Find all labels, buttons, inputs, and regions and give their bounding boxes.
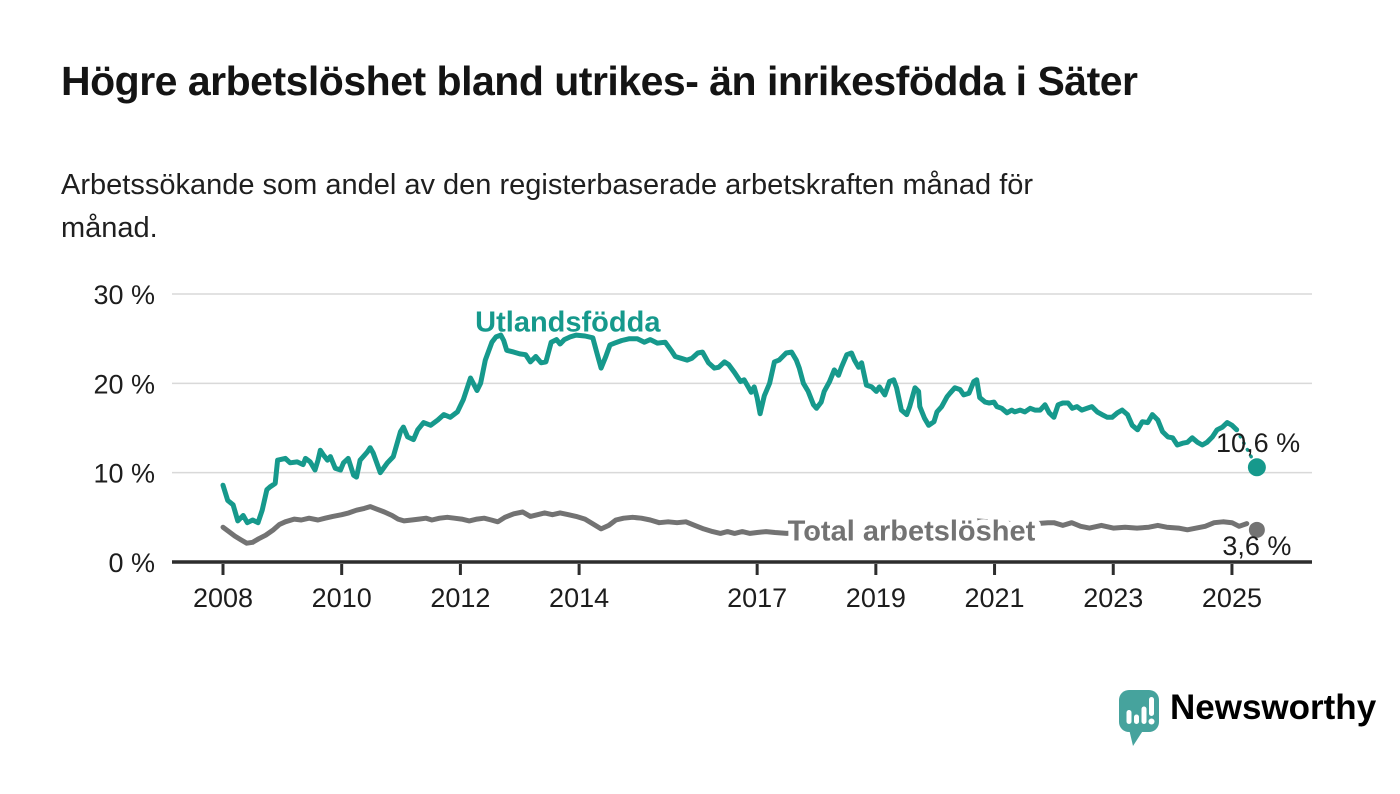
x-axis-label-2010: 2010 xyxy=(312,583,372,613)
x-axis-label-2008: 2008 xyxy=(193,583,253,613)
y-axis-label-20: 20 % xyxy=(93,369,155,399)
end-value-label-utlandsfodda: 10,6 % xyxy=(1216,428,1300,458)
newsworthy-speech-bubble-chart-icon xyxy=(1119,690,1159,746)
end-dot-utlandsfodda xyxy=(1247,458,1266,477)
end-dot-total xyxy=(1248,521,1265,538)
series-line-utlandsfodda xyxy=(220,332,1240,526)
end-value-label-total: 3,6 % xyxy=(1222,531,1291,561)
x-axis-label-2014: 2014 xyxy=(549,583,609,613)
y-axis-label-10: 10 % xyxy=(93,459,155,489)
newsworthy-brand: Newsworthy xyxy=(1118,685,1378,755)
end-connector-utlandsfodda xyxy=(1234,428,1259,470)
chart-subtitle-line1: Arbetssökande som andel av den registerb… xyxy=(61,169,1034,201)
y-axis-label-30: 30 % xyxy=(93,280,155,310)
series-label-utlandsfodda: Utlandsfödda xyxy=(475,307,661,339)
x-axis-label-2019: 2019 xyxy=(846,583,906,613)
newsworthy-wordmark: Newsworthy xyxy=(1170,688,1377,727)
x-axis-label-2025: 2025 xyxy=(1202,583,1262,613)
series-label-total: Total arbetslöshet xyxy=(788,516,1036,548)
x-axis-label-2023: 2023 xyxy=(1083,583,1143,613)
chart-subtitle-line2: månad. xyxy=(61,212,158,244)
x-axis-label-2012: 2012 xyxy=(430,583,490,613)
page-title: Högre arbetslöshet bland utrikes- än inr… xyxy=(61,58,1138,104)
x-axis-label-2021: 2021 xyxy=(965,583,1025,613)
x-axis-label-2017: 2017 xyxy=(727,583,787,613)
series-line-total xyxy=(220,504,1250,546)
y-axis-label-0: 0 % xyxy=(108,548,155,578)
chart-subtitle: Arbetssökande som andel av den registerb… xyxy=(61,164,1033,250)
